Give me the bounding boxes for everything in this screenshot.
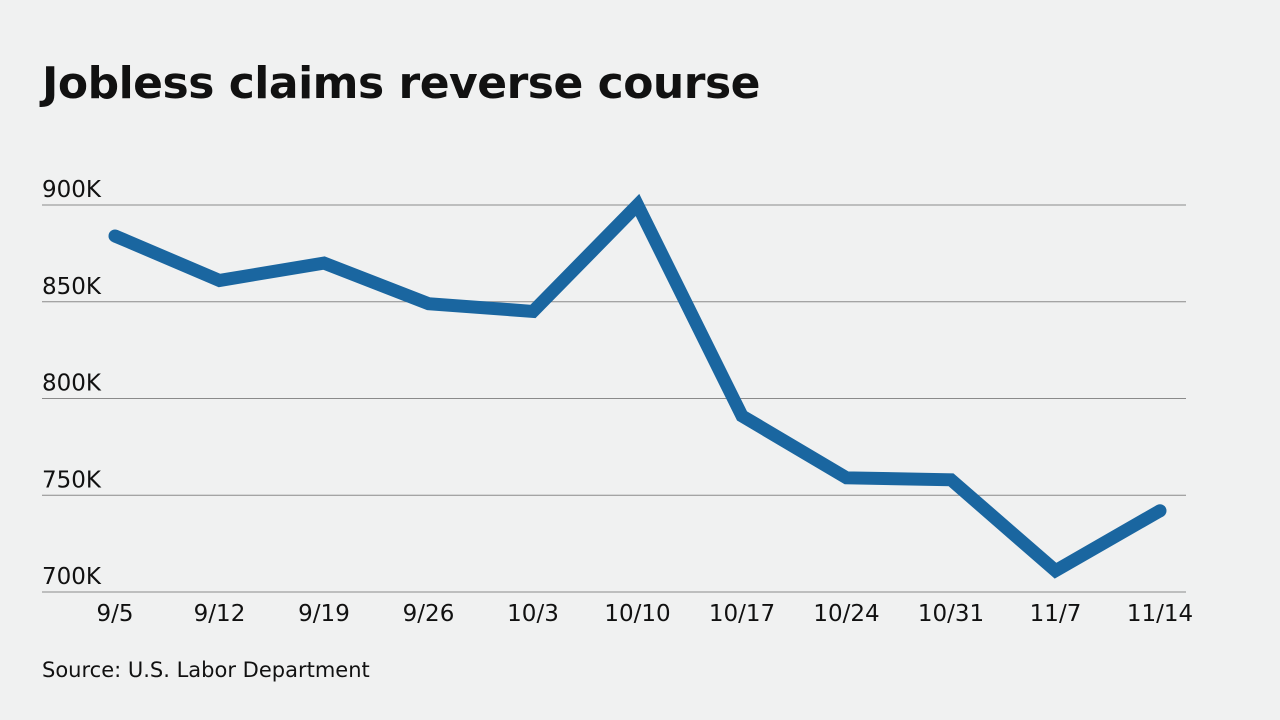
x-tick-label: 10/3 (507, 601, 559, 627)
x-tick-label: 11/7 (1030, 601, 1082, 627)
x-tick-label: 9/19 (298, 601, 350, 627)
x-tick-label: 10/17 (709, 601, 775, 627)
data-point-9-5 (108, 229, 122, 243)
y-axis-labels: 900K 850K 800K 750K 700K (42, 177, 102, 590)
series-layer (108, 193, 1167, 579)
x-axis-labels: 9/5 9/12 9/19 9/26 10/3 10/10 10/17 10/24 10/31 1… (96, 601, 1193, 627)
x-tick-label: 9/12 (194, 601, 246, 627)
x-tick-label: 9/26 (403, 601, 455, 627)
y-tick-label: 700K (42, 564, 102, 590)
y-tick-label: 800K (42, 371, 102, 397)
x-tick-label: 10/31 (918, 601, 984, 627)
chart-title: Jobless claims reverse course (42, 58, 761, 109)
x-tick-label: 9/5 (96, 601, 133, 627)
series-line (112, 193, 1164, 579)
source-note: Source: U.S. Labor Department (42, 658, 370, 682)
gridlines (42, 204, 1186, 593)
y-tick-label: 900K (42, 177, 102, 203)
y-tick-label: 750K (42, 467, 102, 493)
x-tick-label: 10/10 (604, 601, 670, 627)
y-tick-label: 850K (42, 274, 102, 300)
x-tick-label: 11/14 (1127, 601, 1193, 627)
data-point-11-14 (1153, 504, 1167, 518)
x-tick-label: 10/24 (813, 601, 879, 627)
